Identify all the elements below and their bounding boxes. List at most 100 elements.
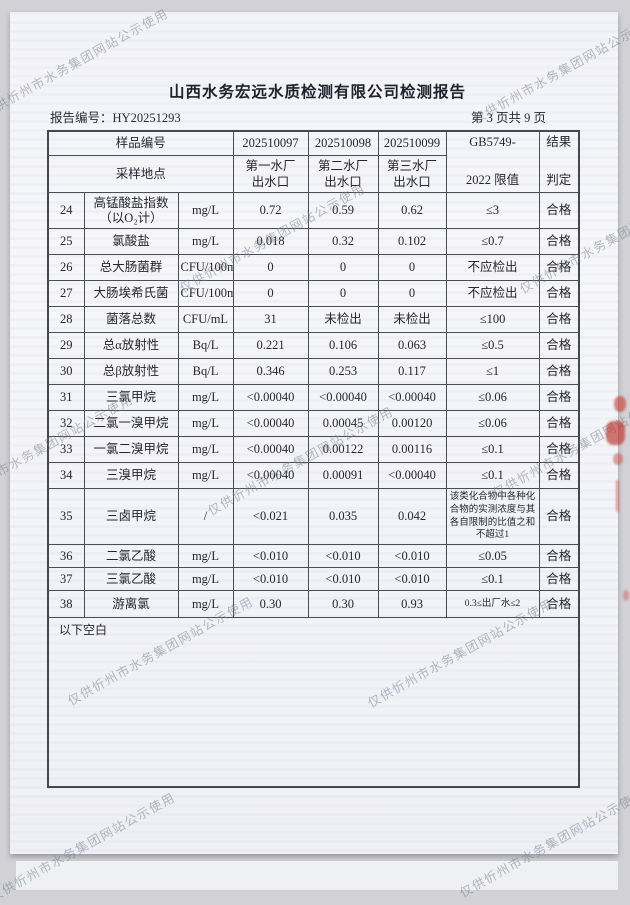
location-line: 出水口: [393, 175, 431, 190]
result-label-line1: 结果: [546, 135, 572, 149]
parameter-name: 二氯一溴甲烷: [93, 416, 169, 430]
limit-cell: ≤0.06: [445, 384, 540, 411]
limit-cell: ≤3: [445, 192, 540, 229]
row-number-cell: 38: [47, 590, 85, 619]
sample-id-2: 202510098: [307, 130, 379, 157]
value-plant3-cell: 0.93: [377, 590, 447, 619]
value-plant1-cell: 0.30: [232, 590, 309, 619]
parameter-name: 三溴甲烷: [105, 468, 156, 482]
below-blank-note: 以下空白: [47, 617, 580, 788]
parameter-name-cell: 三卤甲烷: [83, 487, 179, 546]
row-number-cell: 34: [47, 462, 85, 489]
value-plant3-cell: <0.010: [377, 567, 447, 592]
row-number-cell: 26: [47, 254, 85, 281]
table-row: 37 三氯乙酸 mg/L <0.010 <0.010 <0.010 ≤0.1 合…: [47, 567, 580, 592]
value-plant3-cell: 0.00120: [377, 410, 447, 437]
sample-id-3: 202510099: [377, 130, 447, 157]
value-plant3-cell: 0: [377, 254, 447, 281]
table-row: 30 总β放射性 Bq/L 0.346 0.253 0.117 ≤1 合格: [47, 358, 580, 385]
row-number-cell: 24: [47, 192, 85, 229]
report-number: 报告编号：HY20251293: [50, 107, 181, 126]
limit-cell: ≤0.7: [445, 228, 540, 255]
unit-cell: mg/L: [177, 544, 234, 569]
value-plant2-cell: 0.00045: [307, 410, 379, 437]
limit-cell: ≤0.5: [445, 332, 540, 359]
header-row-sample-id: 样品编号 202510097 202510098 202510099 GB574…: [47, 130, 580, 193]
result-cell: 合格: [538, 410, 580, 437]
location-line: 第一水厂: [245, 158, 296, 173]
row-number-cell: 25: [47, 228, 85, 255]
value-plant3-cell: 0.00116: [377, 436, 447, 463]
value-plant1-cell: 0.72: [232, 192, 309, 229]
limit-cell: ≤0.05: [445, 544, 540, 569]
value-plant2-cell: 0.30: [307, 590, 379, 619]
parameter-name: 总大肠菌群: [99, 260, 163, 274]
value-plant2-cell: 0.253: [307, 358, 379, 385]
parameter-name: 三氯乙酸: [105, 571, 156, 586]
value-plant3-cell: 0.102: [377, 228, 447, 255]
value-plant2-cell: 0.00122: [307, 436, 379, 463]
result-cell: 合格: [538, 567, 580, 592]
next-page-edge: [16, 861, 618, 890]
location-line: 出水口: [251, 175, 290, 190]
result-header-cell: 结果 判定: [538, 130, 580, 193]
sample-id-1: 202510097: [232, 130, 309, 157]
value-plant2-cell: <0.010: [307, 567, 379, 592]
results-table: 样品编号 202510097 202510098 202510099 GB574…: [47, 130, 581, 789]
row-number-cell: 31: [47, 384, 85, 411]
result-cell: 合格: [538, 192, 580, 229]
value-plant3-cell: 0: [377, 280, 447, 307]
standard-name: GB5749-: [469, 135, 516, 149]
parameter-name: 菌落总数: [105, 312, 156, 326]
value-plant1-cell: <0.00040: [232, 462, 309, 489]
value-plant2-cell: 0.32: [307, 228, 379, 255]
result-cell: 合格: [538, 487, 580, 546]
result-cell: 合格: [538, 590, 580, 619]
blank-filler-row: 以下空白: [47, 617, 580, 788]
location-plant3: 第三水厂 出水口: [377, 155, 447, 193]
report-meta-line: 报告编号：HY20251293 第 3 页共 9 页: [50, 107, 546, 126]
table-row: 25 氯酸盐 mg/L 0.018 0.32 0.102 ≤0.7 合格: [47, 228, 580, 255]
parameter-name: 三卤甲烷: [105, 509, 156, 524]
unit-cell: mg/L: [177, 567, 234, 592]
value-plant1-cell: 0.018: [232, 228, 309, 255]
parameter-name: 游离氯: [112, 596, 150, 611]
unit-cell: mg/L: [177, 462, 234, 489]
parameter-name: 总β放射性: [102, 364, 160, 378]
parameter-name-cell: 大肠埃希氏菌: [83, 280, 179, 307]
result-cell: 合格: [538, 544, 580, 569]
parameter-name-cell: 高锰酸盐指数 （以O₂计）: [83, 192, 179, 229]
result-cell: 合格: [538, 384, 580, 411]
parameter-name-cell: 三溴甲烷: [83, 462, 179, 489]
sample-id-label-cell: 样品编号: [47, 130, 234, 157]
value-plant1-cell: 0: [232, 280, 309, 307]
value-plant2-cell: 0.00091: [307, 462, 379, 489]
limit-cell: ≤0.06: [445, 410, 540, 437]
table-row: 28 菌落总数 CFU/mL 31 未检出 未检出 ≤100 合格: [47, 306, 580, 333]
report-number-value: HY20251293: [112, 111, 181, 125]
table-row: 38 游离氯 mg/L 0.30 0.30 0.93 0.3≤出厂水≤2 合格: [47, 590, 580, 619]
table-row: 34 三溴甲烷 mg/L <0.00040 0.00091 <0.00040 ≤…: [47, 462, 580, 489]
value-plant3-cell: 0.62: [377, 192, 447, 229]
parameter-name-cell: 总α放射性: [83, 332, 179, 359]
location-line: 出水口: [324, 175, 362, 190]
standard-limit-header-cell: GB5749- 2022 限值: [445, 130, 540, 193]
table-row: 27 大肠埃希氏菌 CFU/100mL 0 0 0 不应检出 合格: [47, 280, 580, 307]
table-row: 36 二氯乙酸 mg/L <0.010 <0.010 <0.010 ≤0.05 …: [47, 544, 580, 569]
parameter-name-cell: 二氯乙酸: [83, 544, 179, 569]
value-plant2-cell: 0: [307, 280, 379, 307]
value-plant2-cell: 0: [307, 254, 379, 281]
standard-limit-label: 2022 限值: [465, 173, 520, 188]
unit-cell: mg/L: [177, 590, 234, 619]
row-number-cell: 27: [47, 280, 85, 307]
value-plant1-cell: 0.221: [232, 332, 309, 359]
value-plant1-cell: <0.010: [232, 567, 309, 592]
table-row: 29 总α放射性 Bq/L 0.221 0.106 0.063 ≤0.5 合格: [47, 332, 580, 359]
limit-cell: ≤1: [445, 358, 540, 385]
value-plant2-cell: <0.00040: [307, 384, 379, 411]
location-line: 第三水厂: [387, 158, 438, 173]
value-plant1-cell: <0.00040: [232, 410, 309, 437]
report-title: 山西水务宏远水质检测有限公司检测报告: [168, 84, 466, 101]
value-plant1-cell: 0.346: [232, 358, 309, 385]
parameter-name-line2: （以O₂计）: [99, 210, 163, 225]
